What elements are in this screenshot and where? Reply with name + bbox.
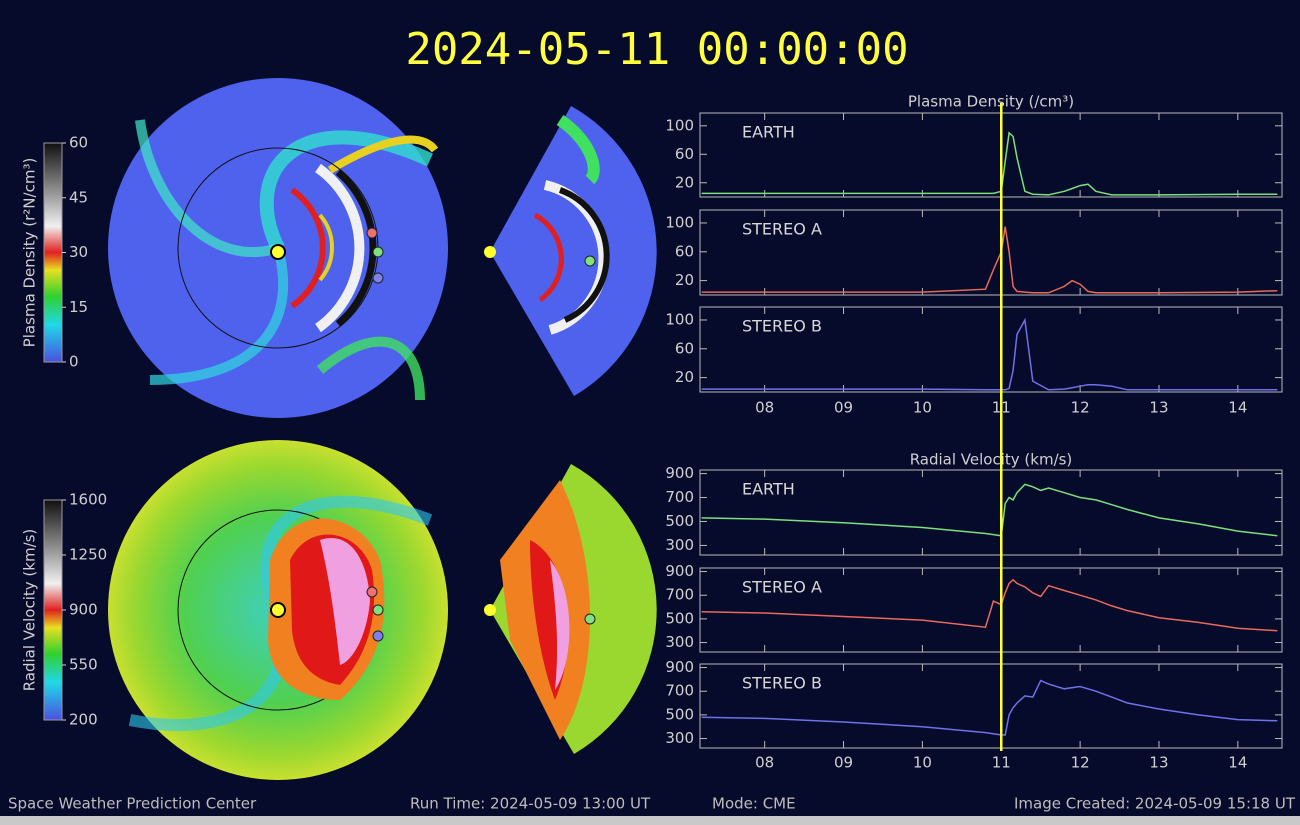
y-tick-label: 100: [665, 310, 694, 328]
y-tick-label: 20: [675, 368, 694, 386]
panel-label: EARTH: [742, 123, 795, 142]
footer-run-time: Run Time: 2024-05-09 13:00 UT: [410, 795, 651, 813]
x-tick-label: 14: [1228, 399, 1247, 417]
y-tick-label: 900: [665, 464, 694, 482]
panel-frame: [699, 663, 1283, 749]
colorbar-label: Radial Velocity (km/s): [21, 529, 39, 692]
x-tick-label: 11: [992, 754, 1011, 772]
y-tick-label: 60: [675, 242, 694, 260]
x-tick-label: 10: [913, 399, 932, 417]
y-tick-label: 700: [665, 682, 694, 700]
colorbar: [43, 142, 63, 363]
panel-label: STEREO B: [742, 317, 822, 336]
series-line: [701, 131, 1278, 196]
panel-frame: [699, 306, 1283, 393]
y-tick-label: 300: [665, 729, 694, 747]
colorbar-tick-label: 15: [69, 298, 88, 316]
y-tick-label: 60: [675, 145, 694, 163]
colorbar-tick-label: 550: [69, 656, 98, 674]
y-tick-label: 300: [665, 536, 694, 554]
series-line: [701, 226, 1278, 294]
y-tick-label: 900: [665, 562, 694, 580]
y-tick-label: 500: [665, 705, 694, 723]
x-tick-label: 12: [1071, 399, 1090, 417]
x-tick-label: 14: [1228, 754, 1247, 772]
x-tick-label: 08: [755, 399, 774, 417]
y-tick-label: 700: [665, 586, 694, 604]
panel-label: STEREO A: [742, 578, 822, 597]
footer-mode: Mode: CME: [712, 795, 796, 813]
series-line: [701, 317, 1278, 391]
y-tick-label: 700: [665, 488, 694, 506]
x-tick-label: 13: [1149, 399, 1168, 417]
velocity-wedge: [484, 464, 657, 754]
panel-label: EARTH: [742, 480, 795, 499]
chart-title: Plasma Density (/cm³): [908, 93, 1074, 111]
velocity-disk: [108, 440, 448, 780]
series-line: [701, 679, 1278, 736]
colorbar-tick-label: 0: [69, 353, 79, 371]
panel-frame: [699, 209, 1283, 296]
colorbar-tick-label: 45: [69, 188, 88, 206]
x-tick-label: 13: [1149, 754, 1168, 772]
colorbar-tick-label: 60: [69, 134, 88, 152]
panel-label: STEREO B: [742, 674, 822, 693]
colorbar-label: Plasma Density (r²N/cm³): [21, 158, 39, 348]
y-tick-label: 300: [665, 633, 694, 651]
x-tick-label: 10: [913, 754, 932, 772]
colorbar-tick-label: 1250: [69, 546, 107, 564]
x-tick-label: 12: [1071, 754, 1090, 772]
y-tick-label: 100: [665, 116, 694, 134]
x-tick-label: 09: [834, 399, 853, 417]
series-line: [701, 578, 1278, 632]
density-wedge: [484, 106, 657, 396]
timestamp: 2024-05-11 00:00:00: [405, 24, 908, 75]
bottom-bar: [0, 816, 1300, 825]
y-tick-label: 500: [665, 512, 694, 530]
chart-title: Radial Velocity (km/s): [910, 451, 1073, 469]
colorbar: [43, 499, 63, 721]
series-line: [701, 483, 1278, 537]
colorbar-tick-label: 200: [69, 711, 98, 729]
x-tick-label: 09: [834, 754, 853, 772]
colorbar-tick-label: 1600: [69, 491, 107, 509]
y-tick-label: 900: [665, 658, 694, 676]
y-tick-label: 20: [675, 271, 694, 289]
y-tick-label: 20: [675, 173, 694, 191]
footer-center: Space Weather Prediction Center: [8, 795, 257, 813]
x-tick-label: 08: [755, 754, 774, 772]
panel-label: STEREO A: [742, 220, 822, 239]
density-disk: [108, 78, 448, 418]
y-tick-label: 60: [675, 339, 694, 357]
y-tick-label: 100: [665, 213, 694, 231]
colorbar-tick-label: 30: [69, 243, 88, 261]
panel-frame: [699, 567, 1283, 653]
colorbar-tick-label: 900: [69, 601, 98, 619]
panel-frame: [699, 112, 1283, 198]
panel-frame: [699, 469, 1283, 556]
y-tick-label: 500: [665, 609, 694, 627]
footer-created: Image Created: 2024-05-09 15:18 UT: [1014, 795, 1296, 813]
